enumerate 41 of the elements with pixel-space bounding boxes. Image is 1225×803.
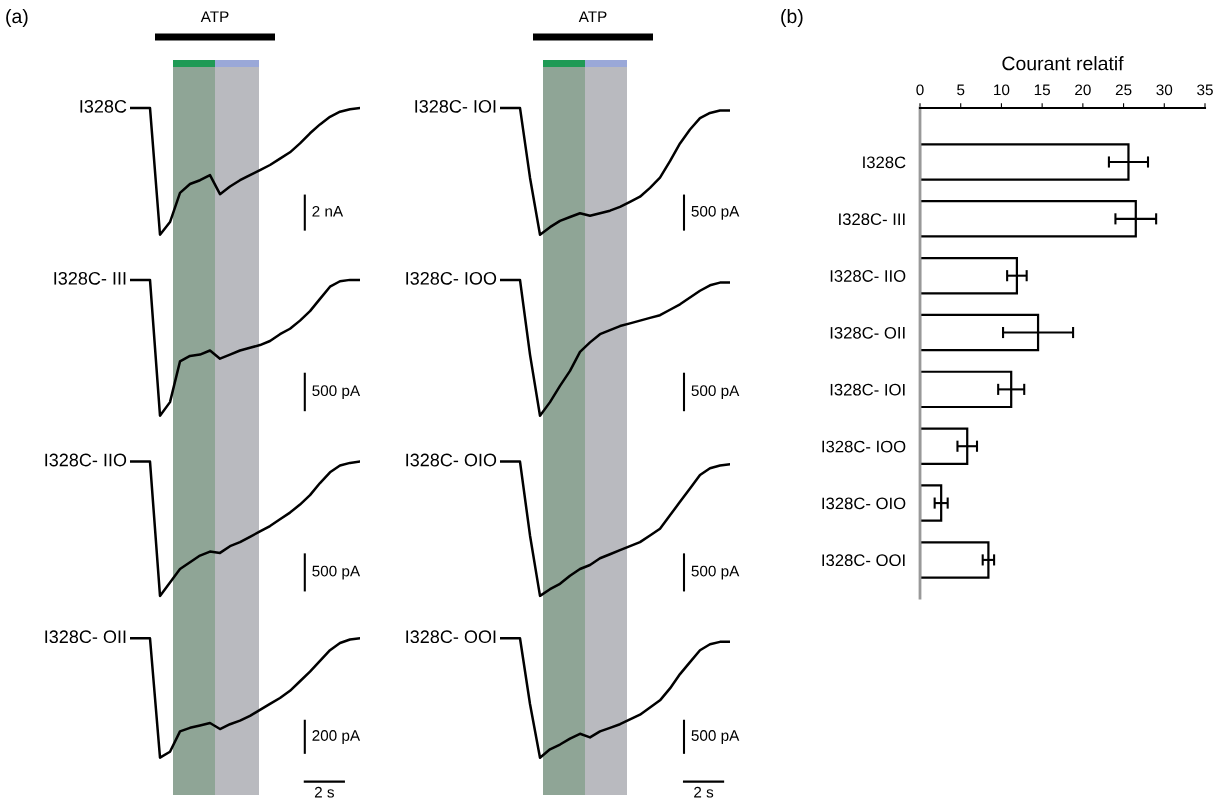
annotation: 500 pA bbox=[312, 565, 361, 580]
annotation: 200 pA bbox=[312, 730, 361, 744]
series-label: I328C- OOI bbox=[406, 630, 496, 644]
annotation: 500 pA bbox=[312, 385, 361, 400]
x-tick-label: 5 bbox=[957, 84, 965, 96]
text: 2 s bbox=[314, 786, 334, 798]
annotation: 500 pA bbox=[691, 565, 740, 580]
y-tick-label: I328C bbox=[863, 156, 906, 169]
series-label: I328C- III bbox=[54, 271, 126, 285]
series-label: I328C- IOI bbox=[415, 99, 496, 113]
x-tick-label: 0 bbox=[916, 84, 924, 96]
text: ATP bbox=[200, 11, 229, 22]
x-tick-label: 25 bbox=[1115, 84, 1132, 96]
y-tick-label: I328C- IOO bbox=[822, 440, 906, 453]
series-label: I328C- IOO bbox=[406, 271, 497, 285]
y-tick-label: I328C- OIO bbox=[822, 497, 906, 510]
bar bbox=[920, 541, 990, 579]
x-tick-label: 35 bbox=[1197, 84, 1213, 96]
y-tick-label: I328C- IIO bbox=[830, 270, 906, 282]
series-label: I328C bbox=[80, 99, 127, 113]
series-label: I328C- OII bbox=[45, 630, 126, 644]
y-tick-label: I328C- III bbox=[839, 213, 905, 226]
text: ATP bbox=[578, 11, 607, 22]
text: (a) bbox=[6, 8, 28, 28]
annotation: 500 pA bbox=[691, 730, 740, 744]
text: (b) bbox=[781, 8, 803, 28]
x-tick-label: 30 bbox=[1156, 84, 1173, 96]
x-tick-label: 10 bbox=[994, 84, 1010, 96]
series-label: I328C- OIO bbox=[406, 453, 497, 467]
x-tick-label: 15 bbox=[1034, 84, 1050, 96]
x-tick-label: 20 bbox=[1075, 84, 1091, 96]
y-tick-label: I328C- IOI bbox=[830, 383, 905, 396]
annotation: 500 pA bbox=[691, 205, 740, 220]
annotation: 2 nA bbox=[312, 205, 344, 217]
y-tick-label: I328C- OOI bbox=[822, 554, 905, 567]
x-axis-title: Courant relatif bbox=[1002, 56, 1124, 71]
bar bbox=[920, 484, 943, 522]
annotation: 500 pA bbox=[691, 385, 740, 400]
series-label: I328C- IIO bbox=[45, 453, 127, 467]
text: 2 s bbox=[694, 786, 714, 798]
y-tick-label: I328C- OII bbox=[830, 326, 905, 339]
